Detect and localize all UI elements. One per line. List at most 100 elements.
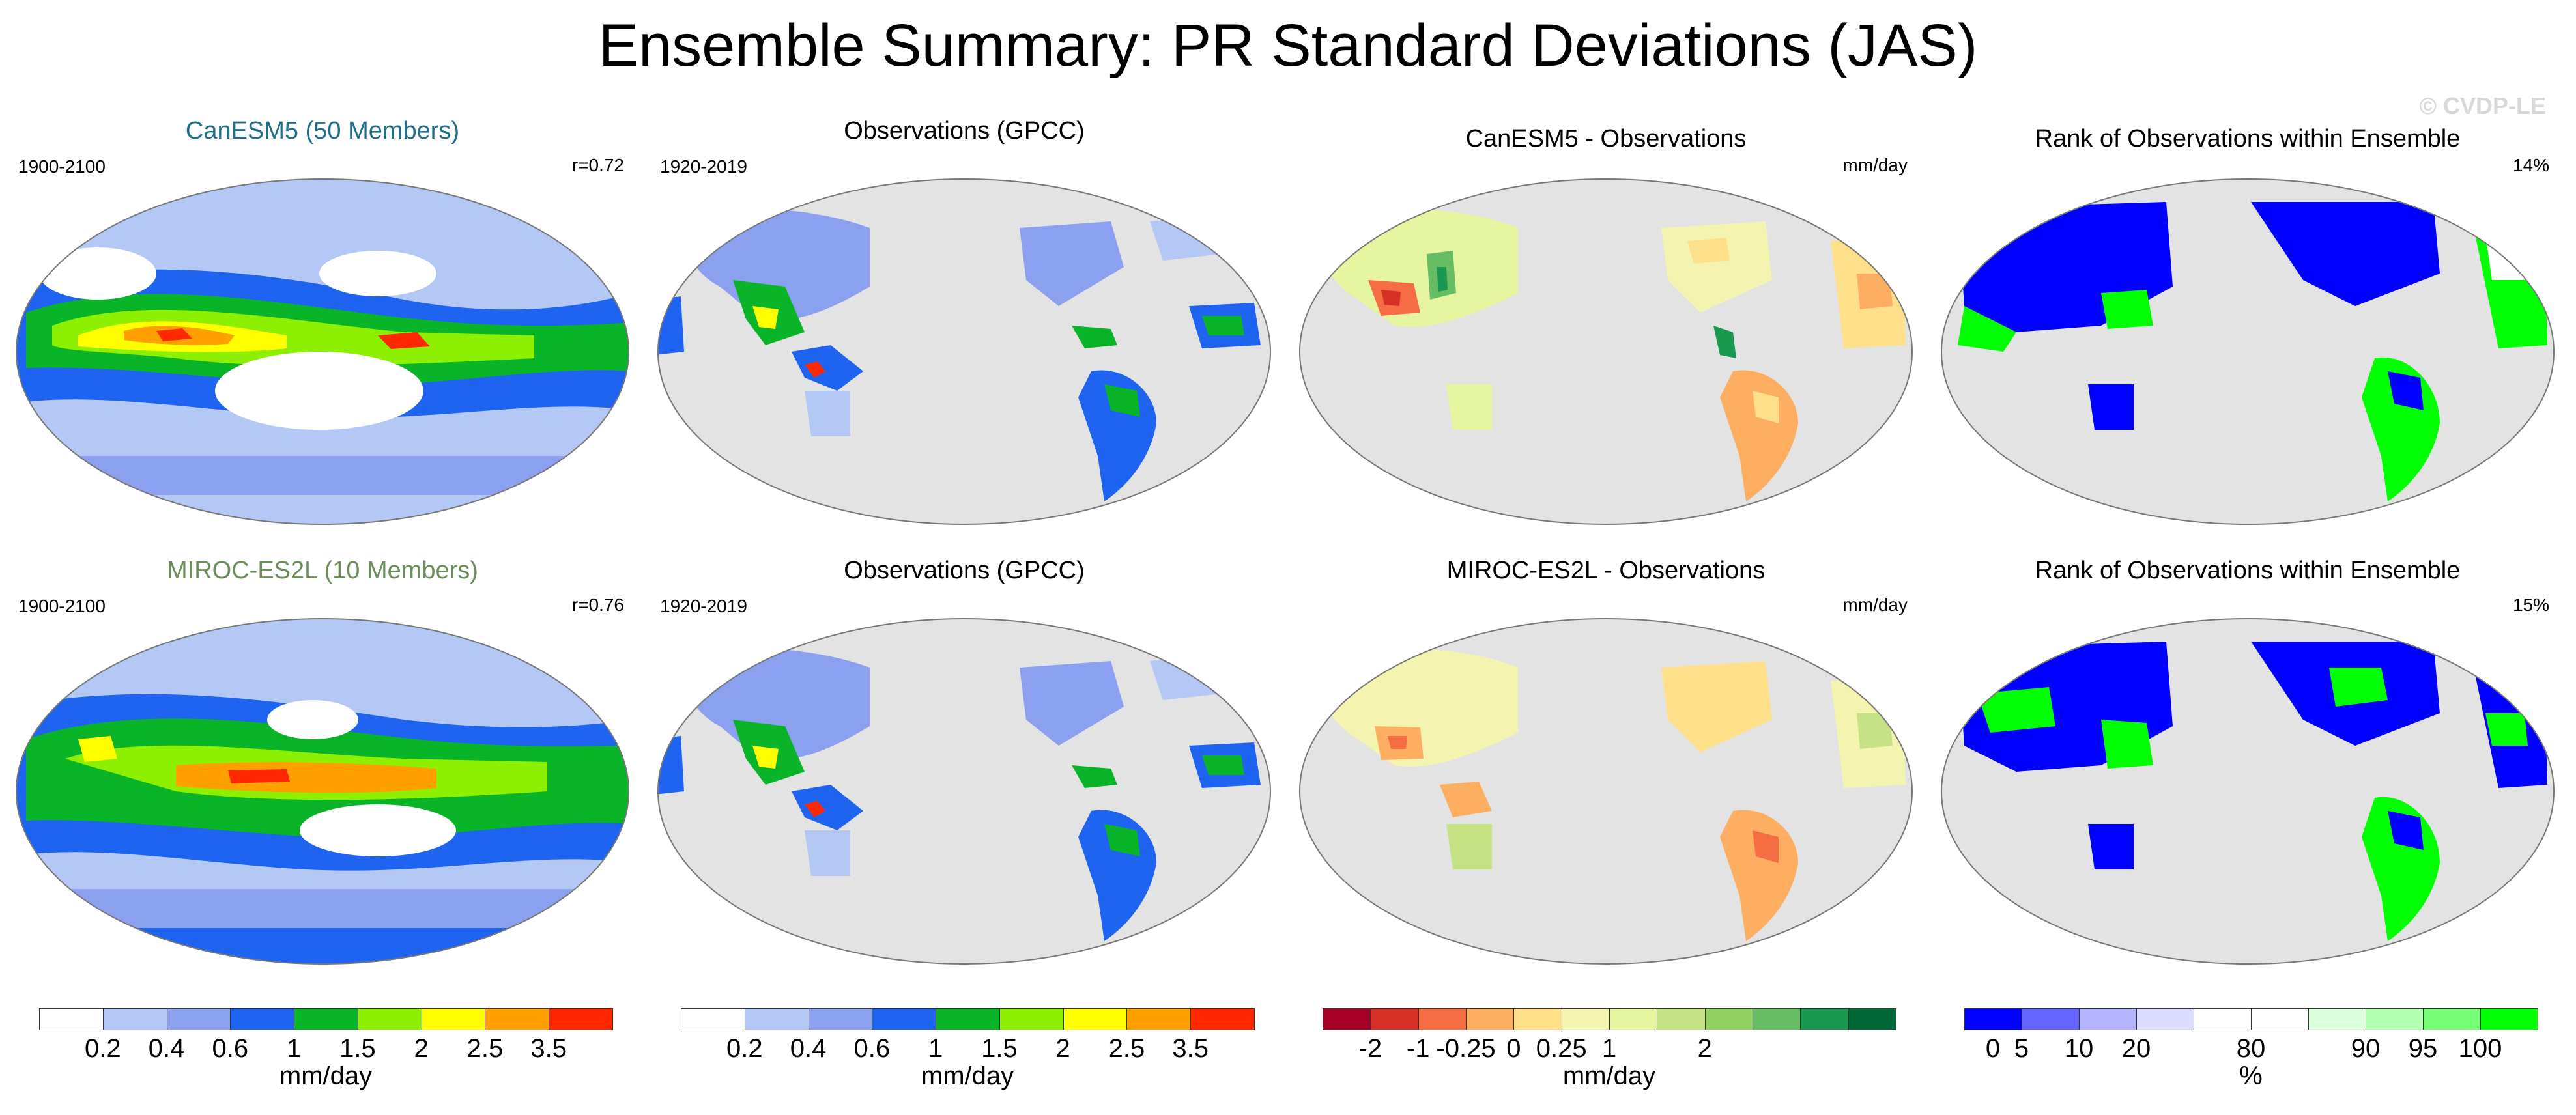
colorbar-swatch: [39, 1008, 104, 1030]
colorbar-swatch: [1561, 1008, 1610, 1030]
colorbar-swatch: [166, 1008, 231, 1030]
colorbar-swatch: [808, 1008, 873, 1030]
colorbar-unit: %: [2239, 1062, 2263, 1090]
map-canesm5-model: [16, 178, 629, 525]
colorbar-swatch: [230, 1008, 295, 1030]
colorbar-tick-label: -1: [1406, 1034, 1430, 1063]
panel-period: 1920-2019: [660, 596, 747, 616]
panel-title: Observations (GPCC): [844, 117, 1085, 145]
panel-correlation: r=0.76: [571, 595, 624, 615]
panel-obs-row1: Observations (GPCC) 1920-2019: [648, 117, 1280, 534]
colorbar-swatch: [999, 1008, 1064, 1030]
colorbar-swatch: [1800, 1008, 1849, 1030]
colorbar-swatch: [1190, 1008, 1255, 1030]
panel-correlation: r=0.72: [571, 155, 624, 175]
panel-title: Observations (GPCC): [844, 557, 1085, 584]
panel-period: 1900-2100: [18, 156, 106, 176]
colorbar-swatch: [421, 1008, 486, 1030]
colorbar-swatch: [485, 1008, 550, 1030]
colorbar-swatch: [1964, 1008, 2022, 1030]
panel-title: MIROC-ES2L - Observations: [1446, 557, 1766, 584]
colorbar-swatch: [1466, 1008, 1515, 1030]
colorbar-tick-label: 0.25: [1536, 1034, 1587, 1063]
colorbar-unit: mm/day: [921, 1062, 1014, 1090]
colorbar-tick-label: 2: [414, 1034, 429, 1063]
colorbar-swatch: [357, 1008, 422, 1030]
colorbar-swatch: [1513, 1008, 1562, 1030]
colorbar-swatch: [2480, 1008, 2538, 1030]
map-canesm5-minus-observations: [1299, 178, 1913, 525]
colorbar-tick-label: 2: [1055, 1034, 1070, 1063]
colorbar-swatch: [1126, 1008, 1192, 1030]
colorbar-swatch: [2136, 1008, 2194, 1030]
map-canesm5-rank: [1941, 178, 2555, 525]
panel-title: Rank of Observations within Ensemble: [2035, 125, 2461, 152]
colorbar-tick-label: 1: [286, 1034, 302, 1063]
colorbar-swatch: [2423, 1008, 2481, 1030]
map-miroc-model: [16, 618, 629, 965]
colorbar-unit: mm/day: [1562, 1062, 1656, 1090]
colorbar-tick-label: 2.5: [1108, 1034, 1145, 1063]
colorbar-tick-label: 0.2: [726, 1034, 763, 1063]
panel-title: MIROC-ES2L (10 Members): [167, 557, 478, 584]
colorbar-swatch: [936, 1008, 1000, 1030]
colorbar-swatch: [744, 1008, 809, 1030]
colorbar-tick-label: 0: [1985, 1034, 2001, 1063]
panel-period: 1900-2100: [18, 596, 106, 616]
colorbar-tick-label: 0.4: [148, 1034, 185, 1063]
panel-obs-row2: Observations (GPCC) 1920-2019: [648, 557, 1280, 974]
colorbar-swatch: [549, 1008, 613, 1030]
colorbar-tick-label: 1.5: [981, 1034, 1018, 1063]
panel-miroc-model: MIROC-ES2L (10 Members) 1900-2100 r=0.76: [7, 557, 638, 974]
colorbar-tick-label: 1: [1601, 1034, 1617, 1063]
figure-title: Ensemble Summary: PR Standard Deviations…: [598, 12, 1978, 79]
colorbar-swatch: [2194, 1008, 2252, 1030]
colorbar-tick-label: -0.25: [1436, 1034, 1496, 1063]
colorbar-tick-label: 95: [2408, 1034, 2438, 1063]
colorbar-tick-label: 3.5: [1172, 1034, 1209, 1063]
colorbar-swatch: [872, 1008, 937, 1030]
colorbar-swatch: [1323, 1008, 1371, 1030]
colorbar-tick-label: 5: [2014, 1034, 2029, 1063]
colorbar-tick-label: 0.6: [212, 1034, 249, 1063]
colorbar-swatch: [1657, 1008, 1706, 1030]
colorbar-tick-label: 0.2: [84, 1034, 121, 1063]
panel-percent: 14%: [2512, 155, 2549, 175]
colorbar-swatch: [1848, 1008, 1896, 1030]
colorbar-tick-label: 1: [928, 1034, 943, 1063]
colorbar-swatch: [2022, 1008, 2080, 1030]
map-miroc-rank: [1941, 618, 2555, 965]
colorbar-swatch: [1609, 1008, 1658, 1030]
panel-unit: mm/day: [1842, 155, 1908, 175]
map-gpcc-observations: [657, 178, 1271, 525]
colorbar-tick-label: 0: [1506, 1034, 1521, 1063]
colorbar-tick-label: 2: [1697, 1034, 1712, 1063]
panel-title: CanESM5 - Observations: [1465, 125, 1747, 152]
watermark: © CVDP-LE: [2419, 92, 2546, 119]
colorbar-tick-label: 10: [2064, 1034, 2094, 1063]
colorbar-obs-stddev: 0.2 0.4 0.6 1 1.5 2 2.5 3.5 mm/day: [681, 1008, 1255, 1093]
colorbar-tick-label: 20: [2121, 1034, 2151, 1063]
colorbar-swatch: [2308, 1008, 2366, 1030]
colorbar-tick-label: -2: [1358, 1034, 1382, 1063]
panel-canesm5-diff: CanESM5 - Observations mm/day: [1290, 117, 1922, 534]
colorbar-swatch: [2079, 1008, 2137, 1030]
panel-canesm5-rank: Rank of Observations within Ensemble 14%: [1932, 117, 2564, 534]
colorbar-tick-label: 0.6: [853, 1034, 891, 1063]
map-gpcc-observations: [657, 618, 1271, 965]
colorbar-rank: 0 5 10 20 80 90 95 100%: [1964, 1008, 2538, 1093]
colorbar-difference: -2 -1 -0.25 0 0.25 1 2 mm/day: [1323, 1008, 1896, 1093]
colorbar-swatch: [1753, 1008, 1801, 1030]
colorbar-swatch: [1418, 1008, 1467, 1030]
colorbar-tick-label: 100: [2458, 1034, 2502, 1063]
colorbar-tick-label: 2.5: [466, 1034, 504, 1063]
colorbar-swatch: [1704, 1008, 1753, 1030]
panel-miroc-rank: Rank of Observations within Ensemble 15%: [1932, 557, 2564, 974]
panel-percent: 15%: [2512, 595, 2549, 615]
colorbar-swatch: [1063, 1008, 1128, 1030]
colorbar-tick-label: 1.5: [339, 1034, 376, 1063]
colorbar-tick-label: 80: [2236, 1034, 2266, 1063]
colorbar-swatch: [681, 1008, 745, 1030]
panel-miroc-diff: MIROC-ES2L - Observations mm/day: [1290, 557, 1922, 974]
panel-title: Rank of Observations within Ensemble: [2035, 557, 2461, 584]
